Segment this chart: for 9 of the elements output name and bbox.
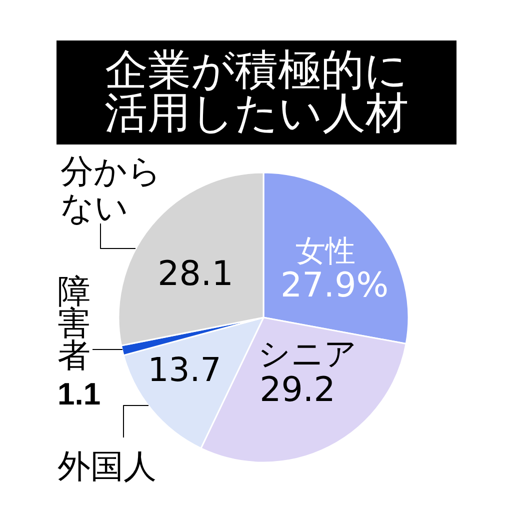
slice-label: 分からない [60,152,162,227]
chart-title: 企業が積極的に活用したい人材 [104,46,408,138]
data-label: 29.2 [260,370,336,410]
slice-label: シニア [258,334,357,372]
slice-label: 外国人 [58,446,156,486]
slice-label: 障害者 [58,272,90,374]
data-label: 13.7 [148,350,222,389]
data-label: 1.1 [58,376,101,412]
data-label: 28.1 [158,254,234,294]
